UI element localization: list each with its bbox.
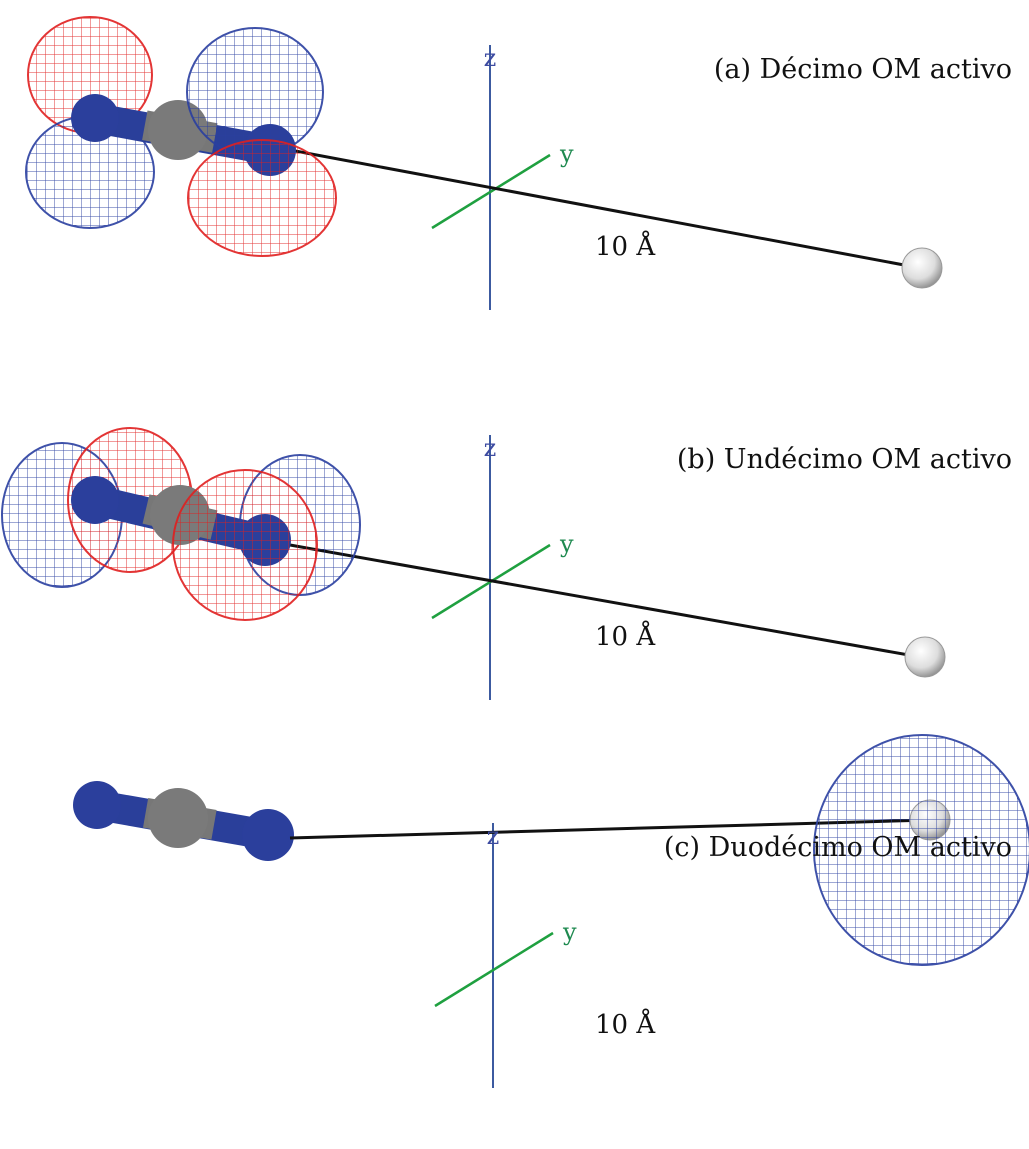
distance-label: 10 Å bbox=[595, 230, 656, 262]
panel: z y 10 Å (b) Undécimo OM activo bbox=[2, 428, 1012, 700]
z-label: z bbox=[484, 434, 497, 462]
panel: z y 10 Å (c) Duodécimo OM activo bbox=[73, 735, 1029, 1088]
z-label: z bbox=[487, 822, 500, 850]
y-label: y bbox=[562, 918, 577, 946]
atom bbox=[71, 476, 119, 524]
panel: z y 10 Å (a) Décimo OM activo bbox=[26, 17, 1012, 310]
page: z y 10 Å (a) Décimo OM activo z y 10 Å (b) Undé… bbox=[0, 0, 1029, 1149]
y-label: y bbox=[559, 530, 574, 558]
atom bbox=[71, 94, 119, 142]
atom bbox=[73, 781, 121, 829]
atom bbox=[148, 788, 208, 848]
distance-label: 10 Å bbox=[595, 1008, 656, 1040]
figure: z y 10 Å (a) Décimo OM activo z y 10 Å (b) Undé… bbox=[0, 0, 1029, 1149]
hydrogen-atom bbox=[905, 637, 945, 677]
z-label: z bbox=[484, 44, 497, 72]
orbital-lobe bbox=[188, 140, 336, 256]
hydrogen-atom bbox=[902, 248, 942, 288]
panel-caption: (b) Undécimo OM activo bbox=[677, 444, 1012, 475]
orbital-lobe bbox=[173, 470, 317, 620]
panel-caption: (c) Duodécimo OM activo bbox=[664, 832, 1012, 863]
orbital-lobe bbox=[187, 28, 323, 156]
panels: z y 10 Å (a) Décimo OM activo z y 10 Å (b) Undé… bbox=[2, 17, 1029, 1088]
panel-caption: (a) Décimo OM activo bbox=[714, 54, 1012, 85]
distance-label: 10 Å bbox=[595, 620, 656, 652]
atom bbox=[242, 809, 294, 861]
y-label: y bbox=[559, 140, 574, 168]
